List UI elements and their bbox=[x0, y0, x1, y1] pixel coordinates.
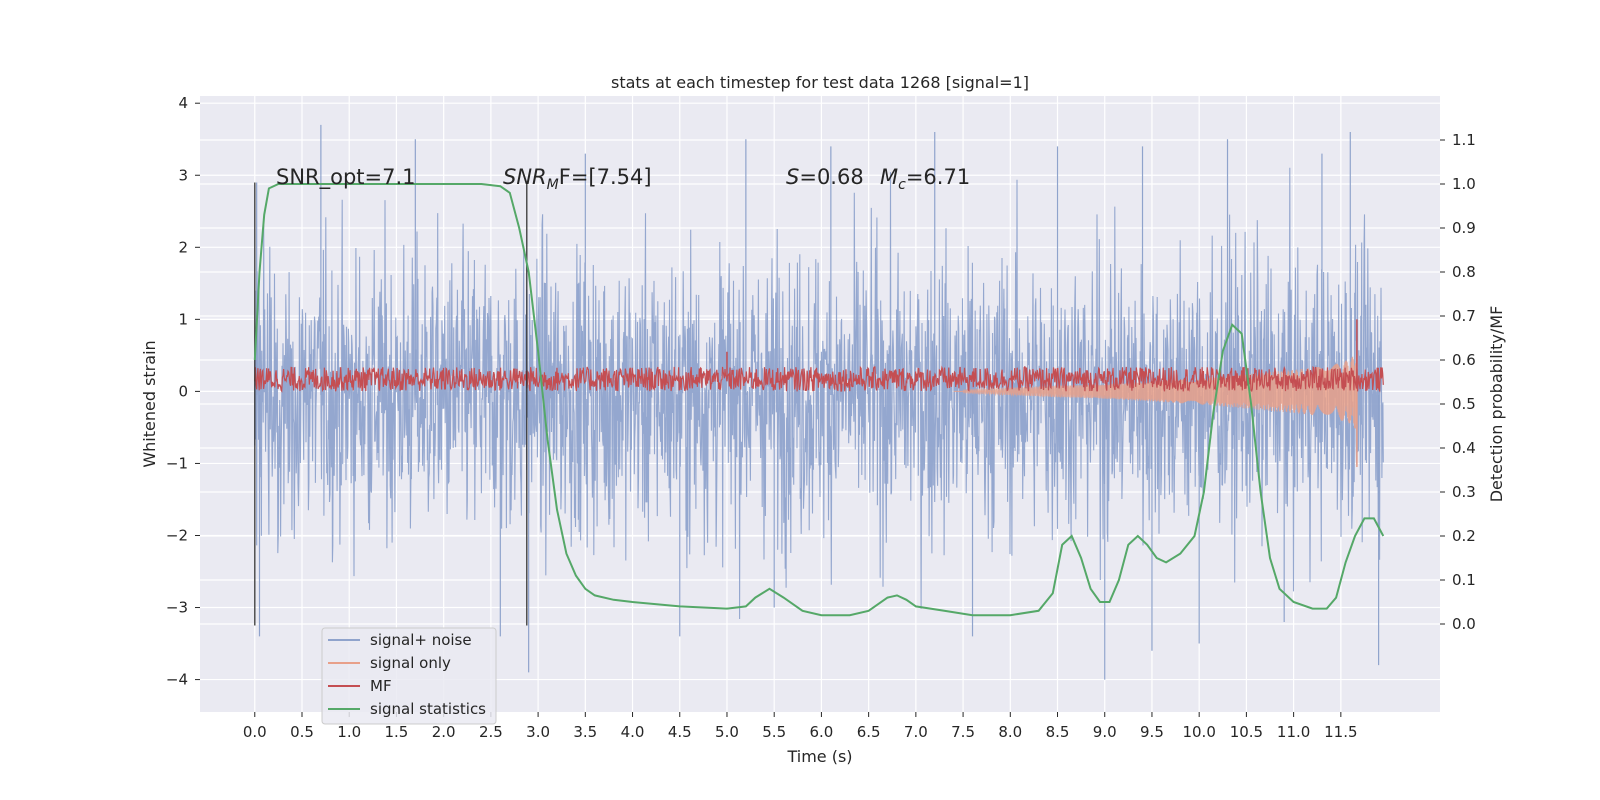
series-signal-noise bbox=[254, 124, 1384, 680]
x-tick-label: 9.0 bbox=[1093, 723, 1117, 741]
vertical-markers bbox=[254, 182, 528, 626]
annotation-snr-mf: SNRMF=[7.54] bbox=[503, 165, 652, 193]
series-signal-statistics bbox=[253, 183, 1385, 617]
x-tick-label: 1.5 bbox=[385, 723, 409, 741]
x-tick-label: 4.0 bbox=[621, 723, 645, 741]
x-tick-label: 1.0 bbox=[337, 723, 361, 741]
x-tick-label: 0.0 bbox=[243, 723, 267, 741]
mc-subscript: c bbox=[898, 177, 906, 193]
x-tick-label: 8.5 bbox=[1046, 723, 1070, 741]
x-tick-label: 2.0 bbox=[432, 723, 456, 741]
x-tick-label: 10.0 bbox=[1182, 723, 1215, 741]
mc-symbol: M bbox=[880, 165, 898, 189]
y2-tick-label: 1.1 bbox=[1452, 131, 1476, 149]
annotation-snr-opt: SNR_opt=7.1 bbox=[276, 165, 416, 190]
y-tick-label: 1 bbox=[178, 310, 188, 328]
s-value: =0.68 bbox=[799, 165, 863, 189]
snr-mf-rest: F=[7.54] bbox=[559, 165, 652, 189]
y-tick-label: −1 bbox=[166, 454, 188, 472]
annotation-mc: Mc=6.71 bbox=[880, 165, 970, 193]
x-tick-label: 11.0 bbox=[1277, 723, 1310, 741]
y-tick-label: 3 bbox=[178, 166, 188, 184]
s-symbol: S bbox=[786, 165, 799, 189]
x-axis-label: Time (s) bbox=[786, 747, 852, 766]
snr-mf-symbol: SNR bbox=[503, 165, 547, 189]
snr-mf-subscript: M bbox=[547, 177, 559, 193]
x-tick-label: 6.5 bbox=[857, 723, 881, 741]
y2-tick-label: 0.3 bbox=[1452, 483, 1476, 501]
y2-tick-label: 0.1 bbox=[1452, 571, 1476, 589]
y-tick-label: 4 bbox=[178, 94, 188, 112]
x-tick-label: 5.0 bbox=[715, 723, 739, 741]
y-tick-label: −4 bbox=[166, 671, 188, 689]
legend-label-signal-noise: signal+ noise bbox=[370, 631, 472, 649]
mc-value: =6.71 bbox=[906, 165, 970, 189]
legend-box bbox=[321, 627, 497, 725]
x-tick-label: 3.5 bbox=[573, 723, 597, 741]
x-tick-label: 8.0 bbox=[998, 723, 1022, 741]
y-tick-label: −2 bbox=[166, 526, 188, 544]
y2-tick-label: 0.9 bbox=[1452, 219, 1476, 237]
x-tick-label: 6.0 bbox=[809, 723, 833, 741]
x-tick-label: 0.5 bbox=[290, 723, 314, 741]
y-axis-label: Whitened strain bbox=[140, 340, 159, 467]
series-mf bbox=[254, 319, 1384, 393]
signal-statistics-line bbox=[253, 183, 1385, 617]
y2-tick-label: 0.8 bbox=[1452, 263, 1476, 281]
y-tick-label: 0 bbox=[178, 382, 188, 400]
y2-tick-label: 0.7 bbox=[1452, 307, 1476, 325]
y2-tick-label: 0.2 bbox=[1452, 527, 1476, 545]
x-tick-label: 3.0 bbox=[526, 723, 550, 741]
y2-tick-label: 0.6 bbox=[1452, 351, 1476, 369]
x-tick-label: 9.5 bbox=[1140, 723, 1164, 741]
y-tick-label: −3 bbox=[166, 599, 188, 617]
axis-ticks: 0.0 0.5 1.0 1.5 2.0 2.5 3.0 3.5 4.0 4.5 5.0 5.5 6.0 6… bbox=[166, 94, 1476, 741]
x-tick-label: 7.5 bbox=[951, 723, 975, 741]
legend-label-mf: MF bbox=[370, 677, 392, 695]
mf-line bbox=[254, 365, 1384, 393]
x-tick-label: 7.0 bbox=[904, 723, 928, 741]
y2-tick-label: 1.0 bbox=[1452, 175, 1476, 193]
chart-title: stats at each timestep for test data 126… bbox=[611, 73, 1029, 92]
annotation-s: S=0.68 bbox=[786, 165, 864, 189]
x-tick-label: 10.5 bbox=[1230, 723, 1263, 741]
y2-tick-label: 0.0 bbox=[1452, 615, 1476, 633]
y2-tick-label: 0.4 bbox=[1452, 439, 1476, 457]
legend-label-signal-only: signal only bbox=[370, 654, 451, 672]
x-tick-label: 4.5 bbox=[668, 723, 692, 741]
legend-label-signal-statistics: signal statistics bbox=[370, 700, 486, 718]
x-tick-label: 11.5 bbox=[1324, 723, 1357, 741]
signal-noise-line bbox=[254, 167, 1384, 620]
x-tick-label: 5.5 bbox=[762, 723, 786, 741]
y-axis-label-right: Detection probability/MF bbox=[1487, 306, 1506, 503]
y-tick-label: 2 bbox=[178, 238, 188, 256]
legend: signal+ noise signal only MF signal stat… bbox=[321, 627, 497, 725]
x-tick-label: 2.5 bbox=[479, 723, 503, 741]
y2-tick-label: 0.5 bbox=[1452, 395, 1476, 413]
